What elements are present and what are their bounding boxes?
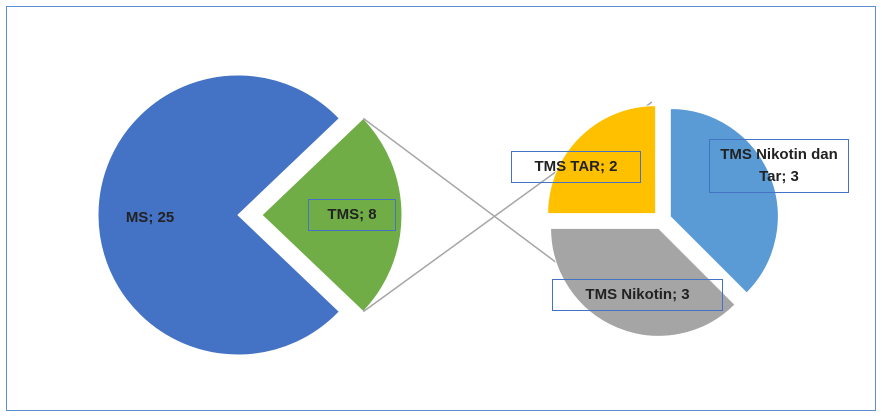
pie-slice (547, 105, 657, 215)
data-label: TMS TAR; 2 (511, 151, 641, 183)
data-label: TMS Nikotin dan Tar; 3 (709, 139, 849, 193)
frame (6, 6, 876, 411)
data-label: MS; 25 (125, 209, 175, 226)
pie-slice (550, 227, 736, 337)
pie-slice (669, 108, 779, 294)
pie-slice (261, 117, 403, 313)
pie-slice (97, 74, 341, 356)
data-label: TMS; 8 (308, 199, 396, 231)
data-label: TMS Nikotin; 3 (552, 279, 723, 311)
